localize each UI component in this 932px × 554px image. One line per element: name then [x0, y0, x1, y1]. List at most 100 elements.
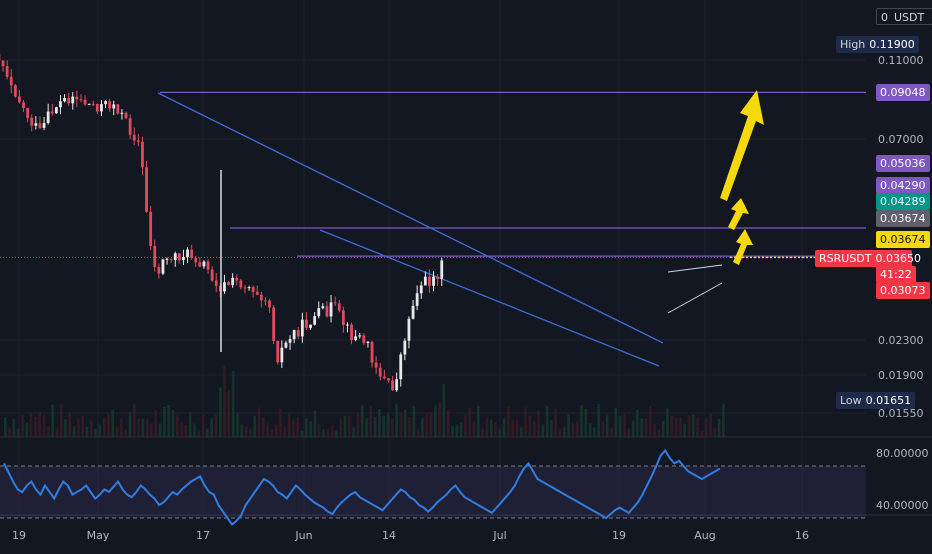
volume-bar	[597, 404, 600, 437]
candle-body	[26, 108, 29, 118]
candle-body	[96, 104, 99, 111]
volume-bar	[284, 426, 287, 437]
volume-bar	[679, 417, 682, 437]
candle-body	[194, 258, 197, 263]
volume-bar	[198, 431, 201, 437]
volume-bar	[206, 428, 209, 437]
volume-bar	[215, 415, 218, 437]
candle-body	[334, 302, 337, 303]
volume-bar	[692, 415, 695, 437]
volume-bar	[43, 415, 46, 437]
candle-body	[190, 250, 193, 258]
candle-body	[153, 246, 156, 267]
candle-body	[133, 135, 136, 141]
candle-body	[354, 336, 357, 340]
x-tick-label: 14	[382, 529, 396, 542]
candle	[125, 112, 128, 119]
volume-bar	[413, 406, 416, 437]
candle-body	[235, 278, 238, 281]
candle	[391, 376, 394, 391]
candle	[133, 128, 136, 146]
candle	[379, 363, 382, 380]
volume-bar	[580, 405, 583, 437]
candle	[412, 300, 415, 320]
forecast-arrow-up	[720, 90, 764, 201]
volume-bar	[460, 422, 463, 437]
candle	[330, 295, 333, 322]
candle-body	[166, 259, 169, 260]
volume-bar	[520, 427, 523, 437]
candle	[403, 338, 406, 360]
trendline	[158, 93, 663, 343]
volume-bar	[524, 407, 527, 437]
candle-body	[440, 260, 443, 278]
volume-bar	[499, 429, 502, 437]
volume-bar	[275, 425, 278, 437]
volume-bar	[421, 418, 424, 437]
candle-body	[22, 102, 25, 108]
volume-bars	[4, 366, 725, 437]
candle-body	[399, 355, 402, 380]
candle	[334, 297, 337, 306]
candle	[47, 104, 50, 125]
candle-body	[305, 320, 308, 328]
candle	[145, 161, 148, 213]
candle	[207, 259, 210, 273]
candle	[186, 247, 189, 263]
volume-bar	[94, 429, 97, 437]
y-tick-label: 0.07000	[878, 133, 924, 146]
volume-bar	[331, 426, 334, 437]
candle	[440, 258, 443, 286]
candle-body	[432, 277, 435, 286]
forecast-arrow-up	[728, 198, 749, 230]
candle	[2, 60, 5, 72]
volume-bar	[378, 409, 381, 437]
candle	[71, 92, 74, 110]
candle-body	[272, 308, 275, 341]
price-label-value: 0.04289	[880, 195, 926, 208]
candle-body	[14, 85, 17, 96]
volume-bar	[473, 421, 476, 437]
candle	[432, 271, 435, 291]
price-label-level: 0.09048	[876, 84, 930, 101]
volume-bar	[653, 424, 656, 437]
candle-body	[59, 101, 62, 107]
candle	[256, 286, 259, 296]
volume-bar	[529, 416, 532, 437]
volume-bar	[417, 430, 420, 437]
candle	[309, 325, 312, 330]
candle-body	[43, 123, 46, 128]
volume-bar	[567, 415, 570, 437]
candle	[280, 340, 283, 368]
volume-bar	[507, 406, 510, 437]
candle-body	[436, 277, 439, 279]
volume-bar	[589, 423, 592, 437]
candle-body	[55, 107, 58, 113]
volume-bar	[60, 404, 63, 437]
volume-bar	[468, 408, 471, 437]
volume-bar	[554, 409, 557, 437]
volume-bar	[688, 415, 691, 437]
candle	[350, 323, 353, 345]
candle	[215, 273, 218, 292]
volume-bar	[443, 384, 446, 437]
volume-bar	[339, 419, 342, 437]
candle	[268, 299, 271, 313]
volume-bar	[301, 431, 304, 437]
candle-body	[309, 325, 312, 328]
candle-body	[350, 325, 353, 341]
candle	[301, 313, 304, 343]
volume-bar	[245, 426, 248, 437]
candle	[88, 104, 91, 105]
candle	[43, 117, 46, 130]
candle-body	[371, 342, 374, 363]
candle-body	[51, 112, 54, 114]
price-label-value: 0.01651	[866, 394, 912, 407]
candle	[362, 333, 365, 345]
volume-bar	[662, 421, 665, 437]
candle	[178, 253, 181, 264]
volume-bar	[137, 419, 140, 437]
forecast-arrows	[720, 90, 764, 265]
